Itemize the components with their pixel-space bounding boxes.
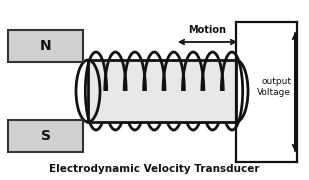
Text: S: S [40,129,50,143]
Text: Electrodynamic Velocity Transducer: Electrodynamic Velocity Transducer [49,164,260,174]
Text: Motion: Motion [188,25,226,35]
Bar [88,60,236,122]
Text: N: N [40,39,51,53]
Text: output
Voltage: output Voltage [257,77,291,97]
Bar [8,120,83,152]
Bar [8,30,83,62]
